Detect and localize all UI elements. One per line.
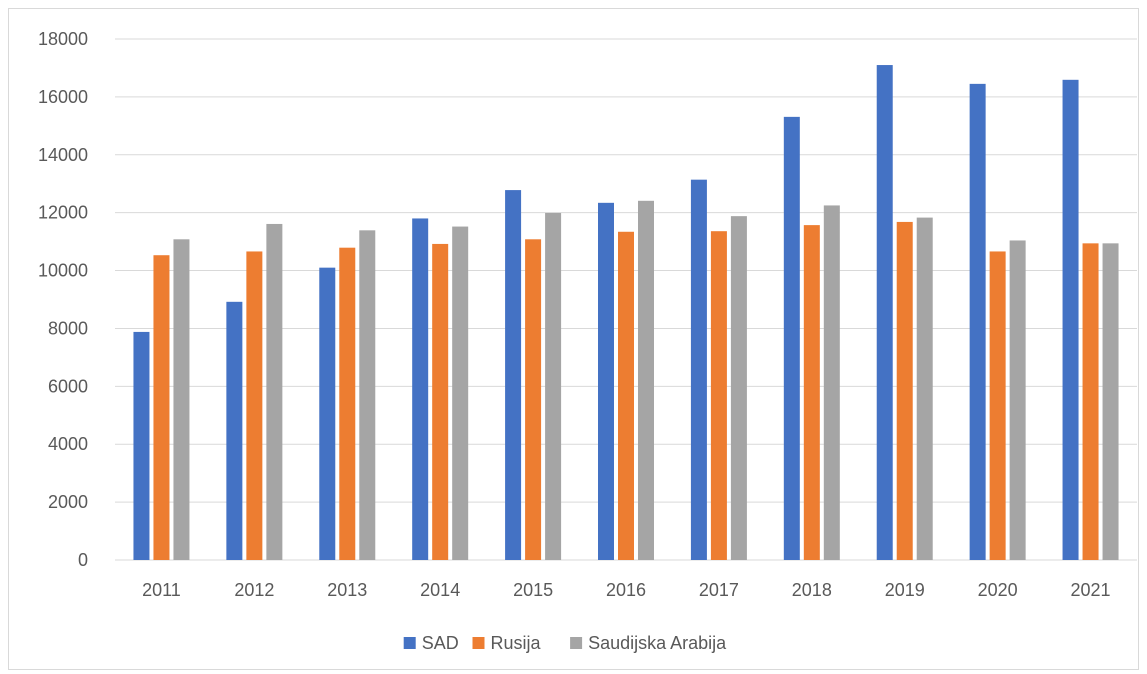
bar-saudijska-arabija (173, 239, 190, 560)
bar-rusija (618, 231, 634, 560)
legend-swatch (403, 637, 416, 649)
bar-rusija (153, 255, 170, 560)
bar-sad (133, 331, 150, 560)
y-tick-label: 4000 (48, 434, 88, 454)
y-tick-label: 2000 (48, 492, 88, 512)
x-tick-label: 2019 (885, 580, 925, 600)
y-tick-label: 16000 (38, 87, 88, 107)
bar-sad (505, 190, 522, 560)
bar-sad (226, 301, 243, 560)
bar-rusija (432, 243, 449, 560)
bar-sad (783, 116, 800, 560)
bar-rusija (525, 239, 542, 560)
legend-swatch (472, 637, 485, 649)
legend-label: Saudijska Arabija (588, 633, 727, 653)
y-tick-label: 10000 (38, 261, 88, 281)
bar-sad (969, 83, 986, 560)
y-tick-label: 18000 (38, 29, 88, 49)
y-tick-label: 14000 (38, 145, 88, 165)
y-tick-label: 6000 (48, 376, 88, 396)
x-tick-label: 2020 (978, 580, 1018, 600)
bar-rusija (1082, 243, 1099, 560)
y-tick-label: 0 (78, 550, 88, 570)
bar-sad (690, 179, 707, 561)
bar-rusija (803, 225, 820, 560)
bar-sad (319, 267, 336, 560)
bar-sad (1062, 79, 1079, 560)
legend-label: SAD (422, 633, 459, 653)
bar-rusija (710, 231, 727, 561)
bar-saudijska-arabija (638, 200, 654, 560)
bar-rusija (246, 251, 263, 561)
x-axis: 2011 2012 2013 2014 2015 2016 2017 2018 2019 2020… (142, 580, 1110, 600)
legend-swatch (570, 637, 583, 649)
bar-saudijska-arabija (1009, 240, 1026, 560)
bar-sad (412, 218, 429, 560)
bars (133, 65, 1119, 561)
x-tick-label: 2011 (142, 580, 181, 600)
x-tick-label: 2012 (234, 580, 274, 600)
y-tick-label: 12000 (38, 203, 88, 223)
bar-rusija (339, 247, 356, 560)
x-tick-label: 2017 (699, 580, 739, 600)
bar-saudijska-arabija (452, 226, 469, 560)
x-tick-label: 2014 (420, 580, 460, 600)
bar-sad (876, 65, 893, 561)
legend: SAD Rusija Saudijska Arabija (403, 633, 727, 653)
bar-saudijska-arabija (359, 230, 376, 560)
x-tick-label: 2015 (513, 580, 553, 600)
bar-saudijska-arabija (916, 217, 933, 560)
bar-rusija (896, 221, 913, 560)
bar-rusija (989, 251, 1006, 561)
x-tick-label: 2018 (792, 580, 832, 600)
bar-saudijska-arabija (823, 205, 840, 561)
y-axis: 0 2000 4000 6000 8000 10000 12000 14000 16000 180… (38, 29, 88, 570)
bar-saudijska-arabija (1102, 243, 1119, 560)
bar-saudijska-arabija (266, 223, 283, 560)
bar-saudijska-arabija (545, 212, 562, 560)
x-tick-label: 2016 (606, 580, 646, 600)
legend-label: Rusija (491, 633, 542, 653)
bar-sad (598, 202, 614, 560)
bar-saudijska-arabija (730, 216, 747, 560)
gridlines (115, 38, 1137, 561)
x-tick-label: 2021 (1071, 580, 1111, 600)
x-tick-label: 2013 (327, 580, 367, 600)
y-tick-label: 8000 (48, 318, 88, 338)
